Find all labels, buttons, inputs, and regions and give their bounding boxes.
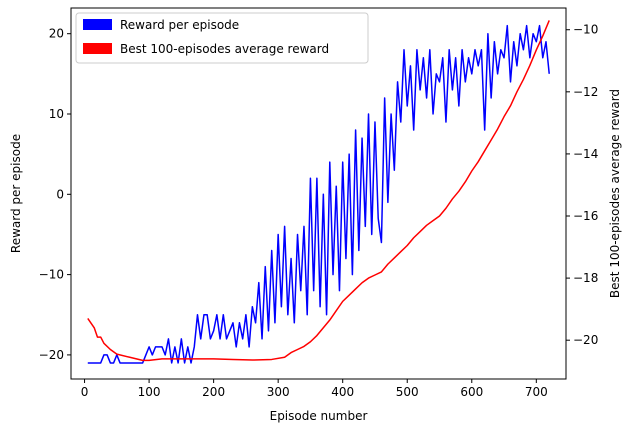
- reward-per-episode-line: [87, 24, 550, 364]
- x-axis-label: Episode number: [270, 409, 368, 423]
- left-y-tick-label: 10: [49, 107, 64, 121]
- plot-frame: [70, 7, 567, 380]
- left-y-tick-label: −10: [39, 268, 64, 282]
- x-tick-label: 100: [138, 385, 161, 399]
- right-y-tick-label: −16: [573, 209, 598, 223]
- best-average-reward-line: [87, 20, 550, 362]
- right-y-tick-label: −18: [573, 271, 598, 285]
- left-y-tick-label: 0: [56, 187, 64, 201]
- right-y-tick-label: −20: [573, 333, 598, 347]
- x-tick-label: 0: [81, 385, 89, 399]
- legend: Reward per episode Best 100-episodes ave…: [75, 12, 369, 64]
- right-y-tick-label: −10: [573, 23, 598, 37]
- x-tick-label: 300: [267, 385, 290, 399]
- plot-area: [71, 8, 566, 379]
- legend-swatch-reward: [83, 19, 112, 30]
- right-y-axis-label: Best 100-episodes average reward: [608, 89, 622, 298]
- x-tick-label: 400: [331, 385, 354, 399]
- legend-label-best-average: Best 100-episodes average reward: [120, 42, 329, 56]
- axes-layer: 0 100 200 300 400 500 600 700 −20 −10 0 10 20 −20 −18 −…: [39, 23, 599, 399]
- x-tick-label: 600: [460, 385, 483, 399]
- right-y-tick-label: −12: [573, 85, 598, 99]
- x-tick-label: 200: [202, 385, 225, 399]
- x-tick-label: 500: [396, 385, 419, 399]
- left-y-axis-label: Reward per episode: [9, 134, 23, 253]
- data-layer: [87, 20, 550, 364]
- left-y-tick-label: −20: [39, 348, 64, 362]
- x-tick-label: 700: [525, 385, 548, 399]
- right-y-tick-label: −14: [573, 147, 598, 161]
- legend-label-reward: Reward per episode: [120, 18, 239, 32]
- legend-swatch-best-average: [83, 43, 112, 54]
- legend-box: [75, 12, 369, 64]
- left-y-tick-label: 20: [49, 27, 64, 41]
